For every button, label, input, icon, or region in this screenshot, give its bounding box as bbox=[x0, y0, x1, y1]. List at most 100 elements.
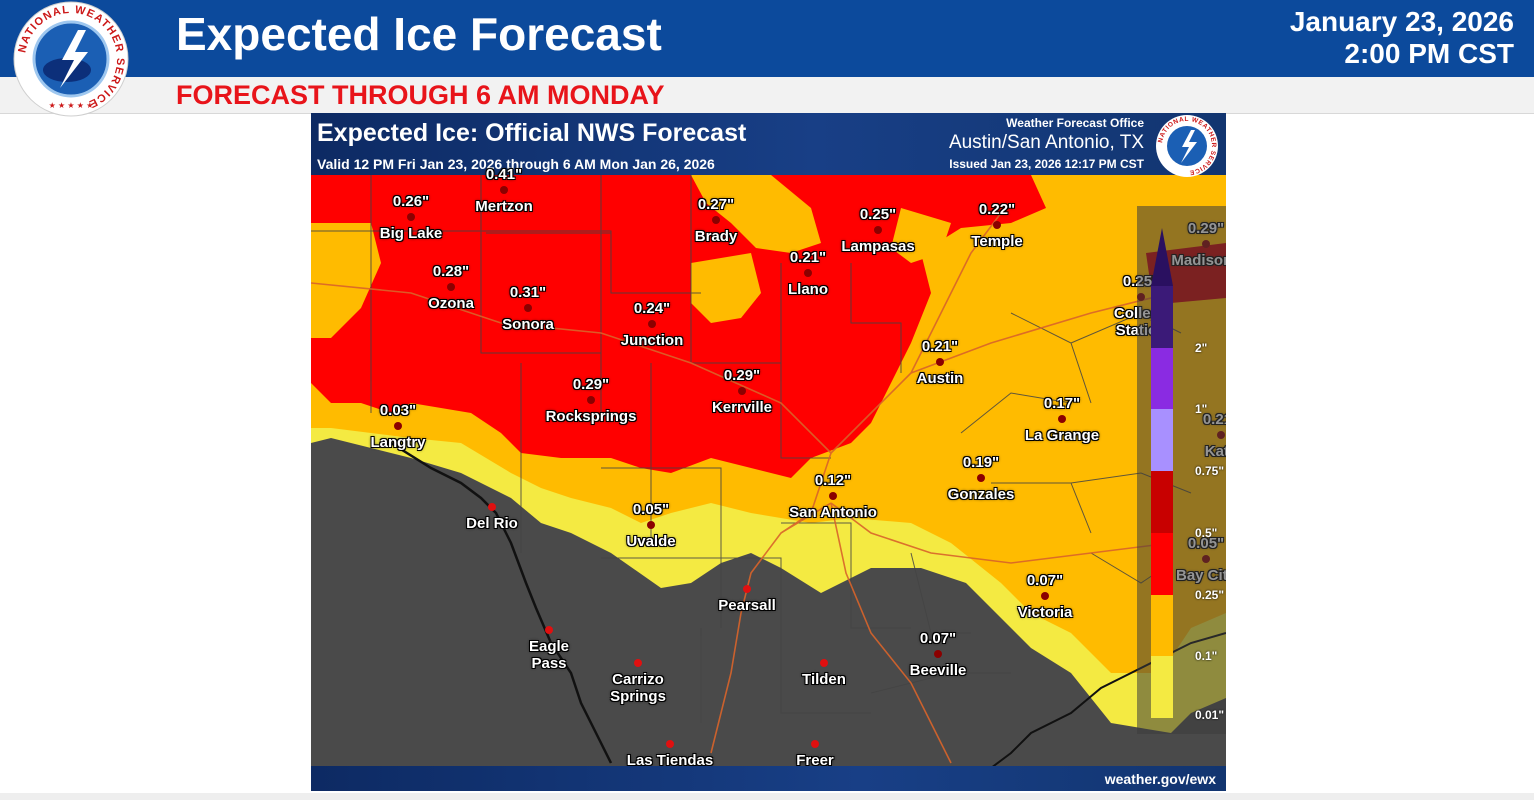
city-san-antonio: San Antonio bbox=[789, 504, 877, 521]
amount-junction: 0.24" bbox=[633, 300, 671, 317]
city-marker-mertzon bbox=[500, 186, 508, 194]
website-link[interactable]: weather.gov/ewx bbox=[1104, 771, 1216, 787]
city-mertzon: Mertzon bbox=[475, 198, 533, 215]
issue-date: January 23, 2026 bbox=[1289, 6, 1514, 37]
amount-lampasas: 0.25" bbox=[859, 206, 897, 223]
amount-uvalde: 0.05" bbox=[632, 501, 670, 518]
city-marker-langtry bbox=[394, 422, 402, 430]
office-name: Austin/San Antonio, TX bbox=[948, 132, 1144, 153]
ice-forecast-map: Expected Ice: Official NWS Forecast Vali… bbox=[311, 113, 1226, 791]
legend-label: 2" bbox=[1195, 340, 1208, 355]
city-beeville: Beeville bbox=[909, 662, 967, 679]
legend-swatch bbox=[1151, 347, 1173, 410]
city-gonzales: Gonzales bbox=[947, 486, 1015, 503]
city-marker-austin bbox=[936, 358, 944, 366]
city-marker-carrizo-springs bbox=[634, 659, 642, 667]
city-marker-kerrville bbox=[738, 387, 746, 395]
map-nws-logo-icon: NATIONAL WEATHER SERVICE bbox=[1156, 115, 1218, 177]
city-marker-san-antonio bbox=[829, 492, 837, 500]
city-marker-llano bbox=[804, 269, 812, 277]
map-footer: weather.gov/ewx bbox=[311, 766, 1226, 791]
city-marker-la-grange bbox=[1058, 415, 1066, 423]
legend-swatch bbox=[1151, 471, 1173, 533]
city-marker-temple bbox=[993, 221, 1001, 229]
issued-time: Issued Jan 23, 2026 12:17 PM CST bbox=[949, 157, 1144, 171]
city-ozona: Ozona bbox=[428, 295, 474, 312]
map-title: Expected Ice: Official NWS Forecast bbox=[317, 119, 747, 147]
city-marker-big-lake bbox=[407, 213, 415, 221]
city-junction: Junction bbox=[620, 332, 684, 349]
city-temple: Temple bbox=[971, 233, 1023, 250]
city-marker-uvalde bbox=[647, 521, 655, 529]
legend-arrow bbox=[1151, 228, 1173, 286]
svg-text:★ ★ ★ ★ ★: ★ ★ ★ ★ ★ bbox=[49, 101, 94, 110]
city-llano: Llano bbox=[788, 281, 828, 298]
city-tilden: Tilden bbox=[802, 671, 846, 688]
amount-la-grange: 0.17" bbox=[1043, 395, 1081, 412]
city-marker-brady bbox=[712, 216, 720, 224]
city-marker-pearsall bbox=[743, 585, 751, 593]
nws-logo-icon: NATIONAL WEATHER SERVICE ★ ★ ★ ★ ★ bbox=[13, 1, 129, 117]
page-subtitle: FORECAST THROUGH 6 AM MONDAY bbox=[176, 80, 665, 110]
legend-label: 0.1" bbox=[1195, 649, 1218, 664]
office-label: Weather Forecast Office bbox=[1006, 116, 1144, 130]
city-eagle-pass: Eagle Pass bbox=[528, 638, 570, 672]
amount-beeville: 0.07" bbox=[919, 630, 957, 647]
city-marker-lampasas bbox=[874, 226, 882, 234]
amount-mertzon: 0.41" bbox=[485, 166, 523, 183]
city-big-lake: Big Lake bbox=[379, 225, 443, 242]
issue-datetime: January 23, 2026 2:00 PM CST bbox=[1290, 6, 1514, 70]
legend-swatch bbox=[1151, 656, 1173, 718]
map-legend: 2" 1" 0.75" 0.5" 0.25" 0.1" 0.01" bbox=[1137, 206, 1226, 734]
amount-kerrville: 0.29" bbox=[723, 367, 761, 384]
legend-label: 0.5" bbox=[1195, 525, 1218, 540]
map-header: Expected Ice: Official NWS Forecast Vali… bbox=[311, 113, 1226, 177]
city-marker-gonzales bbox=[977, 474, 985, 482]
city-carrizo-springs: Carrizo Springs bbox=[610, 671, 666, 705]
city-freer: Freer bbox=[796, 752, 834, 769]
amount-brady: 0.27" bbox=[697, 196, 735, 213]
city-marker-junction bbox=[648, 320, 656, 328]
city-las-tiendas: Las Tiendas bbox=[626, 752, 714, 769]
legend-label: 0.75" bbox=[1195, 464, 1225, 479]
city-marker-victoria bbox=[1041, 592, 1049, 600]
city-sonora: Sonora bbox=[502, 316, 554, 333]
page-footer bbox=[0, 793, 1534, 800]
city-victoria: Victoria bbox=[1017, 604, 1073, 621]
subtitle-bar: FORECAST THROUGH 6 AM MONDAY bbox=[0, 77, 1534, 114]
city-marker-del-rio bbox=[488, 503, 496, 511]
city-marker-eagle-pass bbox=[545, 626, 553, 634]
amount-austin: 0.21" bbox=[921, 338, 959, 355]
page-title: Expected Ice Forecast bbox=[176, 8, 662, 60]
city-brady: Brady bbox=[694, 228, 738, 245]
amount-gonzales: 0.19" bbox=[962, 454, 1000, 471]
amount-sonora: 0.31" bbox=[509, 284, 547, 301]
amount-san-antonio: 0.12" bbox=[814, 472, 852, 489]
legend-label: 1" bbox=[1195, 402, 1208, 417]
legend-swatch bbox=[1151, 594, 1173, 657]
page-header: Expected Ice Forecast January 23, 2026 2… bbox=[0, 0, 1534, 77]
city-pearsall: Pearsall bbox=[718, 597, 776, 614]
city-marker-freer bbox=[811, 740, 819, 748]
legend-color-bar bbox=[1151, 228, 1173, 718]
city-marker-tilden bbox=[820, 659, 828, 667]
amount-victoria: 0.07" bbox=[1026, 572, 1064, 589]
city-del-rio: Del Rio bbox=[466, 515, 518, 532]
map-valid-period: Valid 12 PM Fri Jan 23, 2026 through 6 A… bbox=[317, 156, 715, 172]
city-marker-rocksprings bbox=[587, 396, 595, 404]
legend-label: 0.01" bbox=[1195, 708, 1225, 722]
legend-label: 0.25" bbox=[1195, 587, 1225, 602]
legend-swatch bbox=[1151, 532, 1173, 595]
amount-big-lake: 0.26" bbox=[392, 193, 430, 210]
amount-langtry: 0.03" bbox=[379, 402, 417, 419]
city-uvalde: Uvalde bbox=[626, 533, 676, 550]
city-la-grange: La Grange bbox=[1024, 427, 1100, 444]
city-rocksprings: Rocksprings bbox=[545, 408, 637, 425]
ice-accumulation-shading bbox=[311, 175, 1226, 769]
legend-swatch bbox=[1151, 409, 1173, 472]
city-marker-beeville bbox=[934, 650, 942, 658]
issue-time: 2:00 PM CST bbox=[1344, 38, 1514, 69]
amount-temple: 0.22" bbox=[978, 201, 1016, 218]
city-austin: Austin bbox=[916, 370, 964, 387]
city-lampasas: Lampasas bbox=[841, 238, 915, 255]
